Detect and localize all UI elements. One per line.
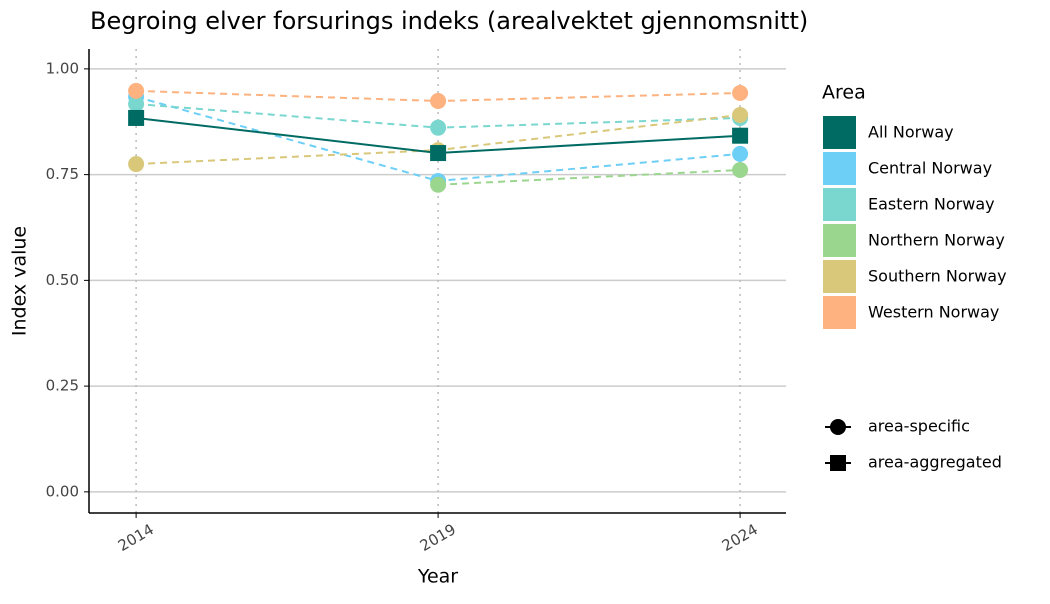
point-marker	[128, 109, 145, 126]
x-axis-label: Year	[417, 566, 458, 588]
point-marker	[732, 145, 749, 162]
legend-label: All Norway	[868, 123, 954, 142]
chart-title: Begroing elver forsurings indeks (arealv…	[90, 7, 808, 35]
y-tick-label: 1.00	[46, 59, 79, 77]
legend-label: Western Norway	[868, 303, 999, 322]
point-marker	[732, 106, 749, 123]
legend-label: area-aggregated	[868, 453, 1002, 472]
series-line	[438, 168, 741, 186]
x-tick-label: 2024	[719, 520, 761, 555]
point-marker	[128, 95, 145, 112]
y-axis-label: Index value	[9, 226, 31, 336]
y-tick-label: 0.25	[46, 377, 79, 395]
y-tick-label: 0.00	[46, 482, 79, 500]
point-marker	[732, 84, 749, 101]
legend-shape	[830, 419, 846, 435]
point-marker	[430, 93, 447, 110]
legend-key	[823, 260, 856, 293]
point-marker	[732, 127, 749, 144]
x-tick-label: 2019	[417, 520, 459, 555]
legend-label: Southern Norway	[868, 267, 1007, 286]
legend-shape	[830, 455, 846, 471]
point-marker	[430, 119, 447, 136]
x-tick-label: 2014	[115, 520, 157, 555]
legend-key	[823, 296, 856, 329]
legend-label: Northern Norway	[868, 231, 1005, 250]
point-marker	[128, 82, 145, 99]
point-marker	[732, 161, 749, 178]
y-tick-label: 0.75	[46, 165, 79, 183]
legend-key	[823, 152, 856, 185]
legend-label: area-specific	[868, 417, 970, 436]
legend-label: Eastern Norway	[868, 195, 995, 214]
y-tick-label: 0.50	[46, 271, 79, 289]
point-marker	[128, 156, 145, 173]
point-marker	[430, 145, 447, 162]
legend-key	[823, 116, 856, 149]
legend-title: Area	[822, 82, 866, 104]
legend-key	[823, 224, 856, 257]
legend-label: Central Norway	[868, 159, 992, 178]
point-marker	[430, 176, 447, 193]
legend-key	[823, 188, 856, 221]
